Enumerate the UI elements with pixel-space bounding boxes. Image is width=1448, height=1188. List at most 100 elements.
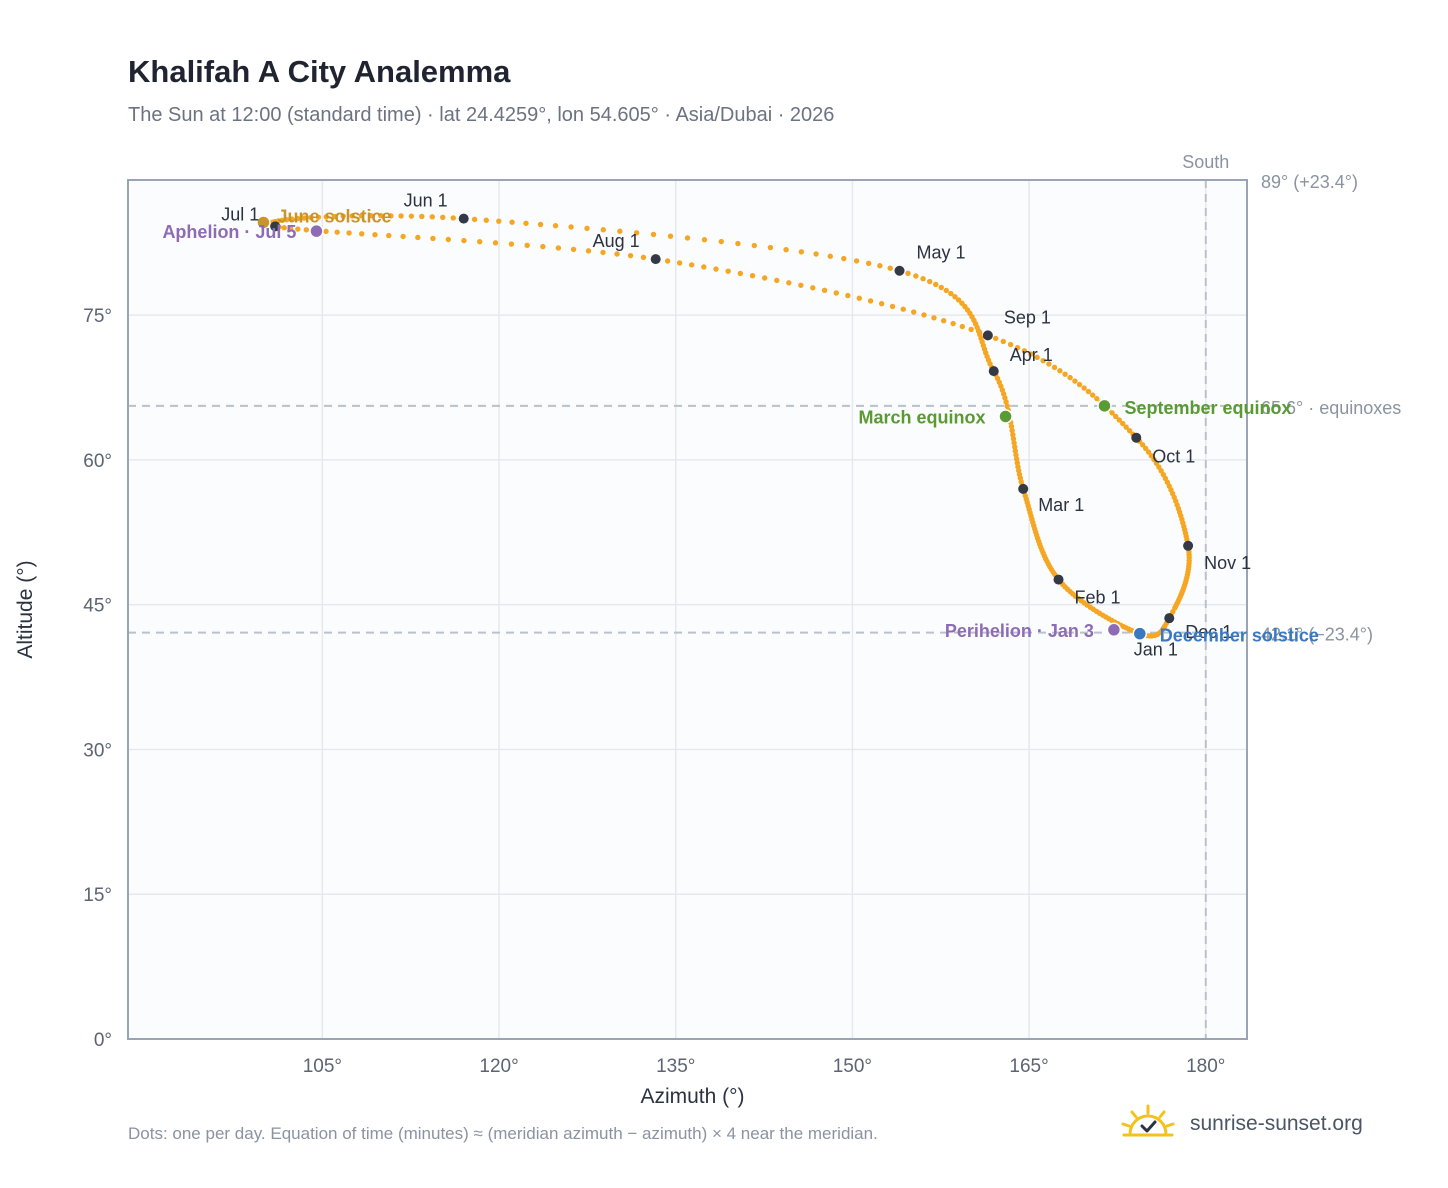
daily-sun-dot	[887, 265, 893, 271]
daily-sun-dot	[684, 235, 691, 241]
daily-sun-dot	[617, 228, 623, 234]
daily-sun-dot	[933, 281, 939, 288]
daily-sun-dot	[537, 221, 544, 228]
daily-sun-dot	[865, 260, 872, 266]
daily-sun-dot	[600, 227, 607, 233]
daily-sun-dot	[725, 268, 731, 274]
month-label: Aug 1	[593, 231, 640, 251]
x-axis-title: Azimuth (°)	[640, 1085, 744, 1108]
daily-sun-dot	[976, 329, 983, 336]
month-label: Jun 1	[404, 191, 448, 211]
daily-sun-dot	[926, 278, 933, 285]
daily-sun-dot	[867, 298, 874, 304]
month-label: Apr 1	[1010, 345, 1053, 365]
daily-sun-dot	[445, 236, 452, 243]
daily-sun-dot	[783, 246, 789, 253]
month-label: Mar 1	[1038, 495, 1084, 515]
daily-sun-dot	[1040, 357, 1046, 364]
daily-sun-dot	[943, 287, 949, 294]
daily-sun-dot	[713, 266, 719, 272]
daily-sun-dot	[889, 303, 896, 310]
daily-sun-dot	[301, 215, 307, 221]
daily-sun-dot	[568, 224, 574, 230]
daily-sun-dot	[920, 276, 926, 282]
daily-sun-dot	[509, 219, 515, 225]
y-tick-label: 45°	[83, 596, 112, 617]
daily-sun-dot	[968, 326, 974, 333]
daily-sun-dot	[430, 235, 436, 242]
daily-sun-dot	[959, 323, 966, 330]
x-tick-label: 165°	[1009, 1056, 1048, 1077]
daily-sun-dot	[921, 312, 927, 318]
daily-sun-dot	[1067, 374, 1073, 381]
daily-sun-dot	[340, 213, 346, 219]
daily-sun-dot	[650, 231, 657, 238]
daily-sun-dot	[905, 270, 911, 277]
daily-sun-dot	[585, 248, 592, 254]
daily-sun-dot	[323, 214, 329, 220]
daily-sun-dot	[331, 213, 338, 220]
daily-sun-dot	[303, 227, 309, 233]
daily-sun-dot	[751, 242, 758, 249]
daily-sun-dot	[1000, 338, 1006, 345]
daily-sun-dot	[378, 213, 384, 219]
event-marker	[1097, 398, 1112, 414]
daily-sun-dot	[841, 255, 847, 262]
daily-sun-dot	[1028, 351, 1034, 357]
daily-sun-dot	[368, 213, 374, 219]
event-label: December solstice	[1160, 626, 1319, 646]
daily-sun-dot	[372, 231, 378, 238]
daily-sun-dot	[1094, 395, 1100, 402]
event-marker	[256, 215, 271, 230]
daily-sun-dot	[450, 215, 456, 221]
daily-sun-dot	[1081, 385, 1087, 391]
daily-sun-dot	[1123, 424, 1129, 430]
daily-sun-dot	[798, 249, 805, 255]
daily-sun-dot	[878, 300, 885, 307]
daily-sun-dot	[774, 277, 780, 284]
daily-sun-dot	[952, 294, 958, 300]
daily-sun-dot	[289, 216, 295, 222]
daily-sun-dot	[676, 260, 683, 266]
month-label: Oct 1	[1152, 447, 1195, 467]
month-marker	[270, 221, 281, 232]
footnote: Dots: one per day. Equation of time (min…	[128, 1124, 878, 1143]
daily-sun-dot	[1014, 344, 1021, 351]
daily-sun-dot	[349, 213, 355, 219]
sun-logo-icon	[1121, 1104, 1175, 1137]
daily-sun-dot	[833, 290, 839, 296]
month-marker	[1183, 540, 1194, 551]
month-marker	[982, 330, 993, 341]
daily-sun-dot	[1010, 436, 1017, 442]
month-marker	[1053, 574, 1064, 585]
daily-sun-dot	[931, 315, 937, 321]
daily-sun-dot	[492, 240, 499, 246]
daily-sun-dot	[359, 231, 365, 237]
daily-sun-dot	[877, 263, 883, 269]
meridian-label: South	[1182, 152, 1229, 172]
daily-sun-dot	[1007, 341, 1014, 348]
reference-line-label: 42.1° (−23.4°)	[1261, 625, 1373, 645]
daily-sun-dot	[959, 300, 965, 306]
daily-sun-dot	[735, 240, 741, 247]
daily-sun-dot	[950, 320, 956, 327]
daily-sun-dot	[633, 230, 640, 236]
daily-sun-dot	[614, 251, 620, 257]
daily-sun-dot	[701, 237, 708, 243]
x-tick-label: 120°	[479, 1056, 518, 1077]
daily-sun-dot	[496, 218, 502, 224]
brand-text[interactable]: sunrise-sunset.org	[1190, 1112, 1363, 1135]
daily-sun-dot	[483, 217, 489, 223]
daily-sun-dot	[1004, 403, 1010, 409]
page-title: Khalifah A City Analemma	[128, 54, 511, 89]
daily-sun-dot	[386, 232, 392, 239]
brand[interactable]: sunrise-sunset.org	[1120, 1102, 1363, 1146]
daily-sun-dot	[584, 225, 590, 232]
daily-sun-dot	[1010, 431, 1016, 438]
daily-sun-dot	[664, 258, 671, 264]
daily-sun-dot	[471, 216, 478, 223]
event-label: June solstice	[277, 206, 391, 226]
daily-sun-dot	[323, 228, 329, 235]
daily-sun-dot	[400, 233, 406, 240]
